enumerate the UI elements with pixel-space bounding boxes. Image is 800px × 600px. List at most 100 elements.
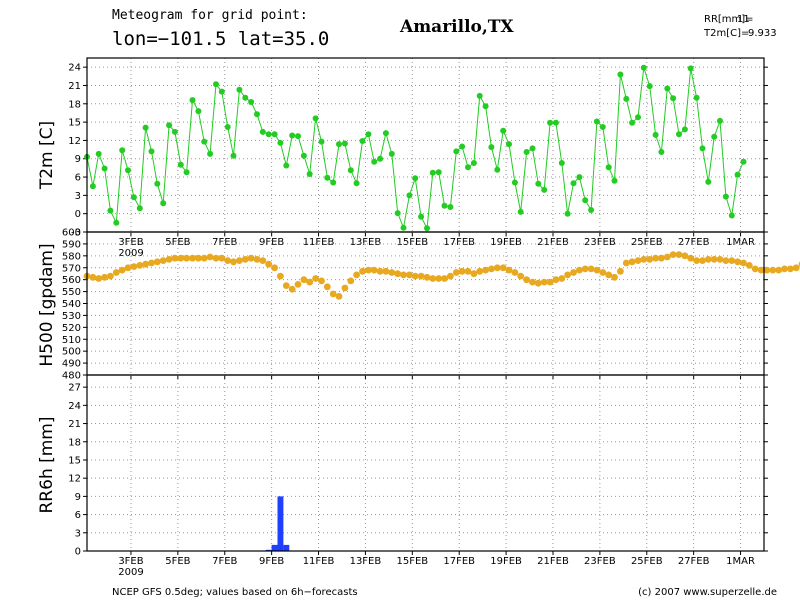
x-tick-label: 21FEB (537, 237, 569, 248)
t2m-data-point (295, 133, 301, 140)
h500-data-point (710, 256, 718, 263)
t2m-data-point (676, 131, 682, 138)
h500-data-point (699, 257, 706, 264)
h500-data-point (183, 254, 191, 262)
h500-data-point (745, 262, 753, 269)
t2m-data-point (623, 95, 630, 102)
h500-data-point (663, 253, 671, 261)
rr-total-value: 11 (737, 14, 750, 25)
x-tick-label: 27FEB (678, 237, 710, 248)
h500-data-point (112, 269, 120, 276)
x-tick-label: 9FEB (259, 237, 284, 248)
h500-data-point (781, 265, 788, 273)
h500-data-point (230, 258, 237, 266)
x-tick-label: 23FEB (584, 556, 616, 567)
x-tick-label: 7FEB (212, 237, 237, 248)
h500-data-point (241, 256, 249, 263)
panel-frame (86, 231, 765, 376)
t2m-data-point (582, 197, 589, 204)
t2m-data-point (125, 167, 131, 174)
t2m-data-point (564, 210, 571, 217)
h500-data-point (107, 272, 114, 280)
t2m-data-point (588, 207, 595, 213)
h500-data-point (200, 254, 208, 262)
h500-data-point (165, 256, 173, 263)
t2m-data-point (605, 164, 612, 171)
x-tick-label: 1MAR (726, 556, 755, 567)
h500-data-point (716, 256, 724, 263)
t2m-data-point (130, 194, 137, 201)
h500-data-point (605, 271, 613, 279)
h500-data-point (288, 285, 296, 293)
h500-data-point (318, 277, 325, 285)
h500-axis-label: H500 [gpdam] (37, 243, 57, 366)
t2m-data-point (617, 71, 624, 78)
t2m-data-point (740, 158, 747, 165)
x-tick-label: 5FEB (165, 556, 190, 567)
t2m-data-point (693, 94, 700, 101)
y-tick-label: 3 (75, 191, 81, 202)
h500-data-point (740, 259, 747, 267)
h500-data-point (247, 254, 255, 262)
y-tick-label: 590 (62, 239, 81, 250)
x-tick-label: 13FEB (350, 556, 382, 567)
h500-data-point (693, 257, 700, 264)
t2m-data-point (517, 208, 524, 215)
y-tick-label: 520 (62, 323, 81, 334)
t2m-data-point (166, 122, 173, 129)
x-tick-label: 11FEB (303, 237, 335, 248)
t2m-data-point (113, 219, 120, 226)
rr6h-bar (283, 544, 290, 551)
h500-data-point (329, 290, 337, 298)
y-tick-label: 9 (75, 154, 81, 165)
x-tick-label: 19FEB (490, 556, 522, 567)
h500-data-point (476, 267, 484, 275)
t2m-data-point (271, 131, 278, 138)
y-tick-label: 0 (75, 547, 81, 558)
x-tick-label: 13FEB (350, 237, 382, 248)
y-tick-label: 550 (62, 287, 81, 298)
t2m-data-point (318, 138, 325, 145)
t2m-data-point (377, 155, 384, 162)
t2m-data-point (664, 85, 671, 92)
t2m-data-point (435, 169, 442, 176)
h500-data-point (652, 254, 659, 262)
h500-data-point (493, 264, 501, 272)
t2m-data-point (500, 127, 507, 134)
t2m-data-point (242, 94, 249, 101)
t2m-data-point (388, 150, 395, 157)
h500-data-point (482, 266, 489, 274)
h500-data-point (365, 266, 372, 274)
h500-data-point (622, 259, 630, 267)
x-tick-label: 5FEB (165, 237, 190, 248)
t2m-data-point (728, 212, 735, 219)
t2m-data-point (529, 145, 536, 152)
t2m-data-point (365, 131, 372, 138)
t2m-data-point (277, 139, 284, 146)
y-tick-label: 0 (75, 209, 81, 220)
h500-data-point (153, 258, 161, 266)
t2m-data-point (213, 81, 219, 88)
t2m-data-point (488, 144, 495, 151)
x-tick-label: 15FEB (396, 556, 428, 567)
h500-data-point (347, 277, 355, 285)
h500-data-point (429, 275, 437, 282)
y-tick-label: 3 (75, 528, 81, 539)
t2m-data-point (207, 150, 214, 157)
h500-data-point (306, 278, 314, 286)
h500-data-point (722, 257, 730, 264)
h500-data-point (775, 266, 783, 274)
h500-data-point (728, 257, 736, 264)
y-tick-label: 530 (62, 311, 81, 322)
h500-data-point (511, 269, 519, 276)
h500-data-point (534, 279, 542, 287)
t2m-data-point (711, 133, 718, 140)
t2m-data-point (171, 128, 178, 135)
h500-data-point (376, 267, 384, 275)
t2m-data-point (324, 174, 331, 181)
y-tick-label: 21 (68, 419, 81, 430)
y-tick-label: 18 (68, 437, 81, 448)
h500-data-point (517, 272, 525, 280)
h500-data-point (523, 276, 530, 284)
